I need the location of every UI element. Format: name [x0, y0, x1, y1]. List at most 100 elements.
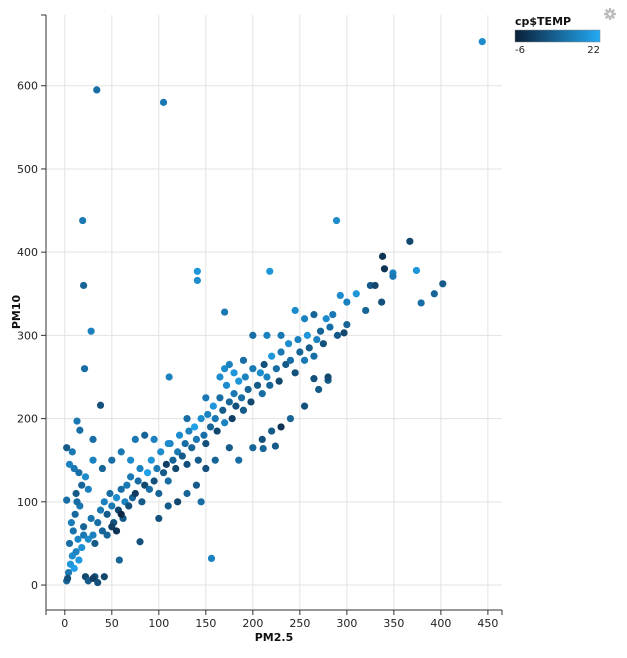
data-point [259, 444, 267, 453]
data-point [310, 310, 318, 319]
data-point [183, 415, 191, 423]
data-point [300, 356, 309, 364]
data-point [183, 460, 191, 468]
data-point [249, 444, 257, 452]
data-point [406, 237, 414, 245]
data-point [108, 523, 116, 531]
legend-min-label: -6 [515, 45, 525, 56]
data-point [79, 216, 87, 225]
data-point [430, 290, 438, 298]
data-point [96, 401, 105, 409]
data-point [127, 456, 135, 464]
gear-icon[interactable] [604, 8, 616, 20]
data-point [103, 510, 111, 518]
data-point [76, 426, 84, 434]
data-point [219, 406, 227, 414]
data-point [112, 527, 121, 535]
x-tick-label: 200 [242, 617, 263, 630]
data-point [378, 252, 387, 260]
data-point [84, 535, 92, 543]
data-point [127, 473, 135, 481]
data-point [72, 489, 80, 498]
data-point [192, 481, 201, 489]
data-point [225, 444, 233, 452]
legend-max-label: 22 [587, 45, 600, 56]
data-point [316, 327, 325, 335]
data-point [108, 456, 116, 464]
y-tick-label: 600 [17, 80, 38, 93]
data-point [300, 402, 309, 410]
data-point [134, 477, 142, 485]
data-point [80, 281, 88, 290]
data-point [277, 348, 285, 356]
data-point [206, 423, 215, 431]
data-point [204, 410, 212, 419]
data-point [202, 439, 210, 448]
data-point [94, 519, 102, 527]
data-point [389, 272, 397, 280]
data-point [286, 415, 295, 423]
data-point [172, 464, 180, 473]
data-point [164, 439, 172, 448]
data-point [277, 423, 285, 431]
data-point [378, 298, 386, 306]
data-point [221, 308, 229, 316]
data-point [202, 394, 210, 402]
data-point [159, 469, 168, 477]
y-tick-label: 0 [31, 579, 38, 592]
data-point [108, 502, 116, 510]
data-point [89, 435, 97, 444]
data-point [300, 315, 309, 323]
data-point [117, 510, 125, 518]
y-axis-title: PM10 [10, 295, 23, 330]
data-point [141, 481, 149, 489]
data-point [343, 298, 351, 306]
data-point [175, 431, 184, 439]
data-point [123, 481, 131, 489]
data-point [371, 281, 379, 290]
data-point [193, 276, 201, 285]
data-point [78, 543, 86, 552]
data-point [162, 460, 170, 468]
data-point [72, 548, 80, 556]
data-point [100, 573, 108, 581]
data-point [131, 435, 139, 444]
data-point [239, 406, 248, 414]
data-point [188, 444, 196, 452]
data-point [192, 435, 201, 444]
data-point [70, 464, 78, 473]
data-point [75, 556, 83, 564]
data-point [141, 431, 149, 439]
y-tick-label: 300 [17, 329, 38, 342]
data-point [78, 481, 86, 489]
data-point [333, 331, 342, 339]
data-point [247, 398, 255, 406]
data-point [362, 306, 370, 315]
data-point [190, 423, 199, 431]
data-point [296, 348, 304, 356]
data-point [106, 489, 114, 498]
data-point [310, 375, 318, 383]
data-point [352, 290, 360, 298]
data-point [65, 460, 74, 468]
data-point [64, 574, 72, 582]
data-point [284, 340, 293, 348]
data-point [98, 527, 107, 535]
x-tick-label: 400 [430, 617, 451, 630]
data-point [235, 456, 243, 464]
data-point [282, 360, 290, 369]
data-point [200, 431, 208, 439]
data-point [87, 327, 95, 335]
data-point [73, 498, 81, 506]
data-point [67, 519, 75, 527]
data-point [249, 331, 257, 339]
data-point [164, 502, 172, 510]
data-point [155, 489, 163, 498]
data-point [94, 578, 102, 587]
data-point [272, 365, 280, 373]
data-point [70, 564, 78, 572]
data-point [153, 464, 161, 473]
data-point [209, 402, 217, 410]
data-point [277, 331, 285, 339]
legend-colorbar [514, 29, 601, 43]
